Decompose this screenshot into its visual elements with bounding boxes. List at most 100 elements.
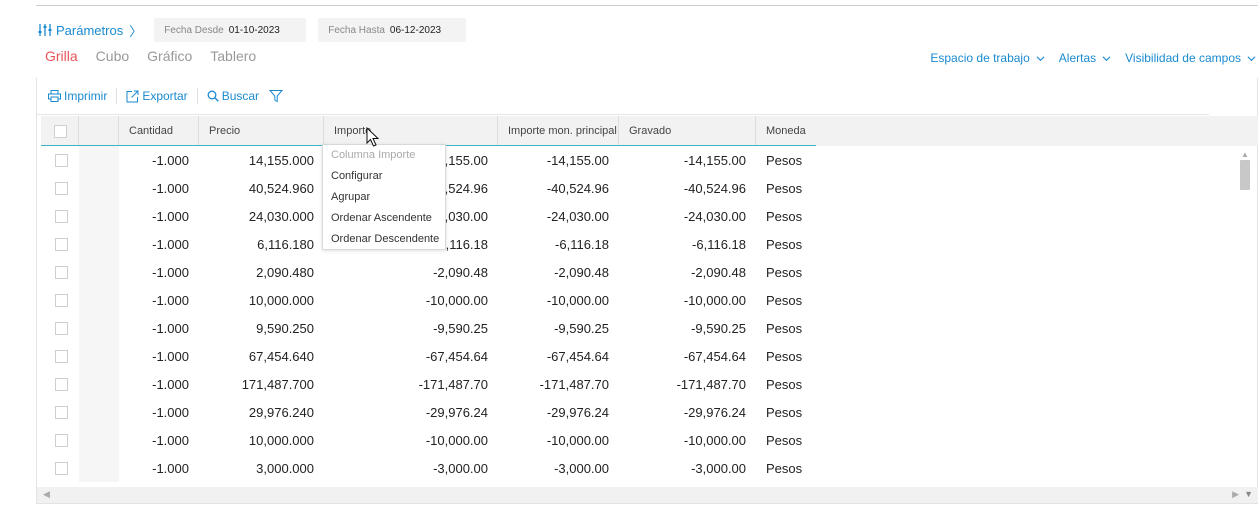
right-menus: Espacio de trabajo Alertas Visibilidad d… — [916, 51, 1256, 65]
row-checkbox-cell — [41, 426, 79, 454]
row-checkbox-cell — [41, 230, 79, 258]
vertical-scroll-thumb[interactable] — [1240, 160, 1250, 190]
menu-item-configurar[interactable]: Configurar — [331, 170, 383, 182]
table-row[interactable]: -1.000 29,976.240 -29,976.24 -29,976.24 -29,… — [41, 398, 1235, 426]
tab-tablero[interactable]: Tablero — [210, 48, 257, 64]
row-checkbox[interactable] — [55, 349, 68, 363]
menu-item-agrupar[interactable]: Agrupar — [331, 191, 371, 203]
fecha-desde-field[interactable]: Fecha Desde 01-10-2023 — [154, 18, 307, 42]
field-visibility-menu[interactable]: Visibilidad de campos — [1125, 51, 1256, 65]
table-row[interactable]: -1.000 24,030.000 -24,030.00 -24,030.00 -24,… — [41, 202, 1235, 230]
column-header-moneda[interactable]: Moneda — [766, 124, 806, 137]
search-icon — [207, 90, 219, 102]
table-row[interactable]: -1.000 2,090.480 -2,090.48 -2,090.48 -2,090.… — [41, 258, 1235, 286]
table-row[interactable]: -1.000 171,487.700 -171,487.70 -171,487.70 -… — [41, 370, 1235, 398]
filter-icon — [269, 90, 284, 103]
cell-precio: 29,976.240 — [248, 404, 314, 420]
table-row[interactable]: -1.000 14,155.000 -14,155.00 -14,155.00 -14,… — [41, 146, 1235, 174]
row-indicator — [79, 146, 119, 174]
table-row[interactable]: -1.000 6,116.180 -6,116.18 -6,116.18 -6,116.… — [41, 230, 1235, 258]
row-indicator — [79, 370, 119, 398]
fecha-hasta-field[interactable]: Fecha Hasta 06-12-2023 — [318, 18, 467, 42]
row-checkbox[interactable] — [55, 321, 68, 335]
top-divider — [36, 5, 1258, 6]
chevron-down-icon — [1102, 55, 1111, 61]
row-checkbox[interactable] — [55, 237, 68, 251]
row-checkbox-cell — [41, 146, 79, 174]
scroll-up-icon[interactable]: ▲ — [1241, 150, 1249, 159]
cell-gravado: -67,454.64 — [683, 348, 746, 364]
data-grid: Imprimir Exportar Buscar — [36, 78, 1258, 504]
row-checkbox-cell — [41, 202, 79, 230]
row-indicator — [79, 258, 119, 286]
view-tabs: Grilla Cubo Gráfico Tablero — [45, 48, 274, 64]
scroll-right-icon[interactable]: ▶ — [1232, 489, 1239, 499]
cell-gravado: -171,487.70 — [676, 376, 746, 392]
search-button[interactable]: Buscar — [207, 89, 259, 103]
table-row[interactable]: -1.000 10,000.000 -10,000.00 -10,000.00 -10,… — [41, 426, 1235, 454]
row-checkbox[interactable] — [55, 377, 68, 391]
scroll-left-icon[interactable]: ◀ — [43, 489, 50, 499]
cell-gravado: -24,030.00 — [683, 208, 746, 224]
row-checkbox[interactable] — [55, 293, 68, 307]
cell-gravado: -14,155.00 — [683, 152, 746, 168]
chevron-right-icon: 〉 — [129, 23, 143, 39]
cell-precio: 9,590.250 — [256, 320, 314, 336]
export-label: Exportar — [142, 89, 188, 103]
menu-item-ordenar-descendente[interactable]: Ordenar Descendente — [331, 233, 440, 245]
column-header-importe-mon-principal[interactable]: Importe mon. principal — [498, 116, 619, 146]
workspace-menu[interactable]: Espacio de trabajo — [930, 51, 1045, 65]
column-header-gravado[interactable]: Gravado — [619, 116, 756, 146]
alerts-menu[interactable]: Alertas — [1059, 51, 1111, 65]
cell-gravado: -6,116.18 — [692, 236, 746, 252]
row-checkbox[interactable] — [55, 265, 68, 279]
table-row[interactable]: -1.000 40,524.960 -40,524.96 -40,524.96 -40,… — [41, 174, 1235, 202]
row-checkbox-cell — [41, 342, 79, 370]
column-header-importe[interactable]: Importe — [324, 116, 498, 146]
cell-gravado: -10,000.00 — [683, 432, 746, 448]
row-indicator — [79, 426, 119, 454]
cell-moneda: Pesos — [766, 404, 803, 420]
row-checkbox[interactable] — [55, 153, 68, 167]
row-checkbox-cell — [41, 174, 79, 202]
cell-cantidad: -1.000 — [152, 152, 189, 168]
cell-moneda: Pesos — [766, 208, 803, 224]
parameters-link[interactable]: Parámetros 〉 — [38, 21, 142, 40]
print-button[interactable]: Imprimir — [48, 89, 107, 103]
row-checkbox[interactable] — [55, 433, 68, 447]
cell-cantidad: -1.000 — [152, 404, 189, 420]
cell-moneda: Pesos — [766, 376, 803, 392]
tab-grilla[interactable]: Grilla — [45, 48, 78, 64]
fecha-hasta-value: 06-12-2023 — [389, 24, 442, 36]
mouse-cursor-icon — [366, 127, 380, 147]
row-indicator — [79, 454, 119, 482]
vertical-scrollbar[interactable]: ▲ — [1238, 146, 1252, 486]
row-checkbox[interactable] — [55, 461, 68, 475]
horizontal-scrollbar[interactable]: ◀ ▶ ▼ — [37, 487, 1258, 503]
export-button[interactable]: Exportar — [126, 89, 188, 103]
cell-moneda: Pesos — [766, 264, 803, 280]
table-row[interactable]: -1.000 9,590.250 -9,590.25 -9,590.25 -9,590.… — [41, 314, 1235, 342]
cell-cantidad: -1.000 — [152, 180, 189, 196]
column-header-cantidad[interactable]: Cantidad — [119, 116, 199, 146]
table-row[interactable]: -1.000 10,000.000 -10,000.00 -10,000.00 -10,… — [41, 286, 1235, 314]
tab-grafico[interactable]: Gráfico — [147, 48, 193, 64]
filter-button[interactable] — [269, 89, 284, 103]
fecha-desde-label: Fecha Desde — [164, 24, 224, 36]
cell-cantidad: -1.000 — [152, 236, 189, 252]
cell-precio: 3,000.000 — [256, 460, 314, 476]
scroll-down-icon[interactable]: ▼ — [1244, 489, 1253, 499]
cell-importe: -2,090.48 — [433, 264, 488, 280]
cell-cantidad: -1.000 — [152, 376, 189, 392]
tab-cubo[interactable]: Cubo — [95, 48, 130, 64]
row-checkbox[interactable] — [55, 181, 68, 195]
row-checkbox[interactable] — [55, 405, 68, 419]
column-header-precio[interactable]: Precio — [199, 116, 324, 146]
row-indicator-header — [79, 116, 119, 146]
menu-item-ordenar-ascendente[interactable]: Ordenar Ascendente — [331, 212, 432, 224]
row-checkbox[interactable] — [55, 209, 68, 223]
select-all-checkbox[interactable] — [54, 124, 67, 138]
table-row[interactable]: -1.000 3,000.000 -3,000.00 -3,000.00 -3,000.… — [41, 454, 1235, 482]
table-row[interactable]: -1.000 67,454.640 -67,454.64 -67,454.64 -67,… — [41, 342, 1235, 370]
cell-importe: -171,487.70 — [418, 376, 488, 392]
